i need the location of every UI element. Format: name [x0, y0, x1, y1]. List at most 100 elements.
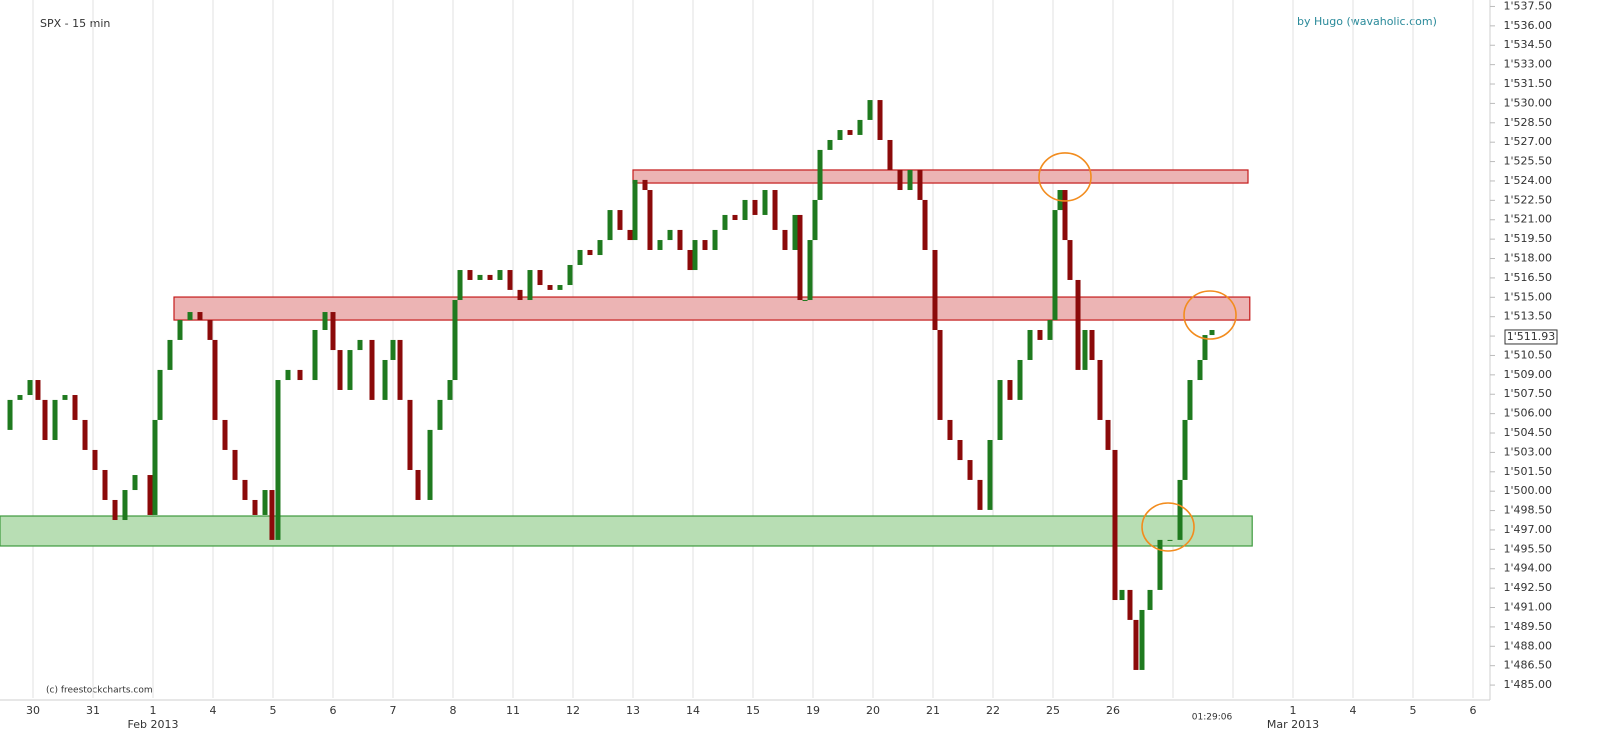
- y-tick-label: 1'485.00: [1503, 678, 1552, 691]
- candle: [742, 199, 748, 220]
- candle: [687, 249, 693, 271]
- y-tick-label: 1'498.50: [1503, 504, 1552, 517]
- candle: [567, 264, 573, 286]
- y-tick-label: 1'537.50: [1503, 0, 1552, 12]
- y-tick-label: 1'518.00: [1503, 252, 1552, 265]
- y-tick-label: 1'510.50: [1503, 348, 1552, 361]
- x-tick-label: 21: [926, 704, 940, 717]
- y-tick-label: 1'509.00: [1503, 368, 1552, 381]
- candle: [437, 399, 443, 430]
- candle: [827, 139, 833, 150]
- copyright: (c) freestockcharts.com: [46, 686, 153, 696]
- x-tick-label: 14: [686, 704, 700, 717]
- candle: [1127, 589, 1133, 620]
- candle: [369, 339, 375, 400]
- time-label: 01:29:06: [1192, 713, 1233, 723]
- candle: [152, 419, 158, 515]
- candle: [167, 339, 173, 370]
- candle: [1037, 329, 1043, 340]
- chart-title: SPX - 15 min: [40, 17, 110, 30]
- candle: [35, 380, 41, 400]
- candle: [497, 270, 503, 280]
- candle: [222, 419, 228, 450]
- y-tick-label: 1'515.00: [1503, 290, 1552, 303]
- candle: [587, 249, 593, 256]
- candle: [252, 499, 258, 515]
- candle: [722, 214, 728, 230]
- y-tick-label: 1'528.50: [1503, 116, 1552, 129]
- y-tick-label: 1'503.00: [1503, 445, 1552, 458]
- candle: [987, 439, 993, 510]
- candle: [312, 329, 318, 381]
- candle: [285, 369, 291, 381]
- candle: [712, 229, 718, 250]
- x-tick-label: 30: [26, 704, 40, 717]
- candle: [467, 270, 473, 280]
- candle: [1139, 609, 1145, 670]
- zone: [173, 296, 1251, 321]
- candle: [772, 190, 778, 230]
- y-tick-label: 1'536.00: [1503, 19, 1552, 32]
- x-tick-label: 6: [330, 704, 337, 717]
- candle: [457, 270, 463, 301]
- candle: [122, 490, 128, 521]
- candle: [1097, 359, 1103, 420]
- y-tick-label: 1'500.00: [1503, 484, 1552, 497]
- candle: [52, 399, 58, 440]
- candle: [322, 312, 328, 330]
- y-tick-label: 1'504.50: [1503, 426, 1552, 439]
- candle: [1177, 479, 1183, 540]
- candle: [527, 270, 533, 301]
- x-tick-label: 8: [450, 704, 457, 717]
- candle: [897, 169, 903, 191]
- candle: [817, 149, 823, 200]
- x-tick-label: 7: [390, 704, 397, 717]
- x-tick-label: 19: [806, 704, 820, 717]
- zone: [0, 515, 1253, 547]
- candle: [102, 469, 108, 500]
- candle: [857, 119, 863, 135]
- candle: [647, 190, 653, 250]
- candle: [762, 190, 768, 215]
- candle: [967, 460, 973, 480]
- y-tick-label: 1'501.50: [1503, 465, 1552, 478]
- candle: [1147, 589, 1153, 610]
- candle: [477, 274, 483, 280]
- candle: [407, 399, 413, 470]
- candle: [330, 312, 336, 351]
- candle: [1067, 240, 1073, 280]
- candle: [42, 399, 48, 440]
- candle: [487, 274, 493, 280]
- candle: [112, 499, 118, 521]
- author: by Hugo (wavaholic.com): [1297, 15, 1437, 28]
- candle: [557, 285, 563, 290]
- candle: [1182, 419, 1188, 480]
- x-tick-label: 4: [1350, 704, 1357, 717]
- candle: [957, 439, 963, 461]
- candle: [1047, 320, 1053, 340]
- candle: [1112, 449, 1118, 601]
- y-tick-label: 1'494.00: [1503, 562, 1552, 575]
- candle: [17, 395, 23, 400]
- candle: [1089, 329, 1095, 360]
- candle: [357, 339, 363, 351]
- candle: [132, 475, 138, 491]
- candle: [642, 179, 648, 191]
- candle: [147, 475, 153, 515]
- x-tick-label: 15: [746, 704, 760, 717]
- candle: [1202, 335, 1208, 360]
- candle: [92, 449, 98, 470]
- candle: [812, 199, 818, 241]
- candle: [907, 169, 913, 191]
- candle: [1133, 619, 1139, 670]
- candle: [390, 339, 396, 360]
- candle: [297, 369, 303, 381]
- candle: [547, 285, 553, 290]
- candle: [752, 199, 758, 215]
- candle: [157, 369, 163, 420]
- candle: [27, 380, 33, 396]
- candle: [932, 249, 938, 330]
- y-tick-label: 1'527.00: [1503, 135, 1552, 148]
- candle: [917, 169, 923, 200]
- candle: [72, 395, 78, 420]
